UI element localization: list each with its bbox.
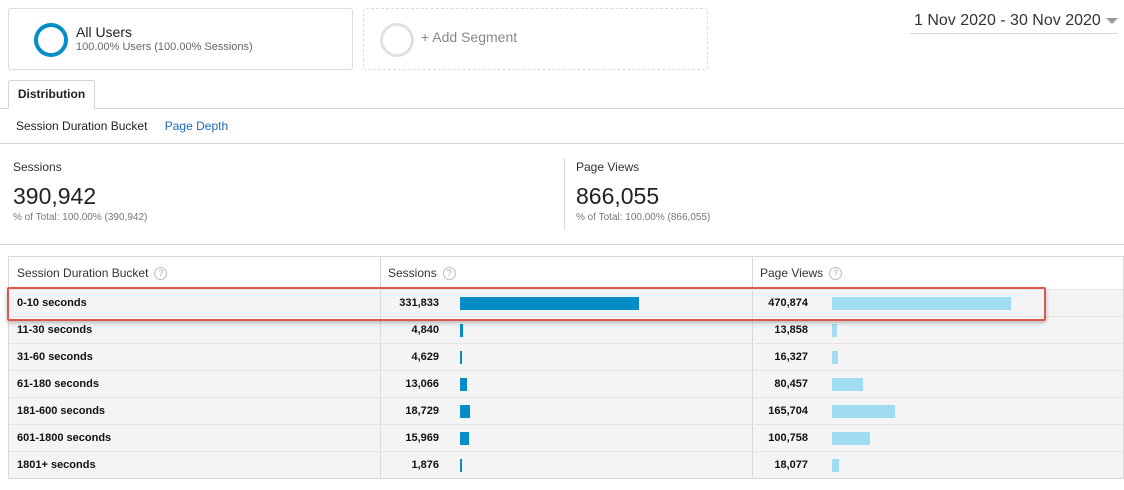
row-page-views-cell: 100,758 xyxy=(752,425,1124,451)
row-page-views-value: 13,858 xyxy=(774,324,808,336)
row-sessions-cell: 4,840 xyxy=(380,317,752,343)
row-page-views-cell: 80,457 xyxy=(752,371,1124,397)
header-page-views[interactable]: Page Views? xyxy=(752,257,1124,289)
empty-segment-ring-icon xyxy=(380,23,414,57)
row-bucket: 31-60 seconds xyxy=(17,351,93,363)
sessions-bar xyxy=(460,459,462,472)
row-page-views-value: 165,704 xyxy=(768,405,808,417)
row-bucket: 61-180 seconds xyxy=(17,378,99,390)
table-row: 601-1800 seconds 15,969 100,758 xyxy=(9,424,1123,451)
help-icon[interactable]: ? xyxy=(154,267,168,280)
help-icon[interactable]: ? xyxy=(442,267,456,280)
row-sessions-cell: 18,729 xyxy=(380,398,752,424)
add-segment-label: + Add Segment xyxy=(421,29,518,45)
row-bucket: 181-600 seconds xyxy=(17,405,106,417)
sessions-bar xyxy=(460,351,462,364)
sessions-bar xyxy=(460,324,463,337)
segment-ring-icon xyxy=(34,23,68,57)
row-bucket: 11-30 seconds xyxy=(17,324,93,336)
distribution-table: Session Duration Bucket? Sessions? Page … xyxy=(8,256,1124,479)
page-views-bar xyxy=(832,378,863,391)
row-page-views-cell: 16,327 xyxy=(752,344,1124,370)
row-sessions-value: 331,833 xyxy=(399,297,439,309)
row-sessions-value: 1,876 xyxy=(411,459,439,471)
sessions-bar xyxy=(460,432,469,445)
row-sessions-cell: 331,833 xyxy=(380,290,752,316)
row-page-views-cell: 18,077 xyxy=(752,452,1124,478)
table-body: 0-10 seconds 331,833 470,874 11-30 seconds 4… xyxy=(9,289,1123,478)
segment-subtitle: 100.00% Users (100.00% Sessions) xyxy=(76,41,253,53)
row-page-views-cell: 470,874 xyxy=(752,290,1124,316)
table-row: 0-10 seconds 331,833 470,874 xyxy=(9,289,1123,316)
sessions-bar xyxy=(460,405,470,418)
table-row: 11-30 seconds 4,840 13,858 xyxy=(9,316,1123,343)
subnav: Session Duration Bucket Page Depth xyxy=(16,119,228,133)
date-range-text: 1 Nov 2020 - 30 Nov 2020 xyxy=(914,12,1101,29)
row-sessions-cell: 1,876 xyxy=(380,452,752,478)
row-sessions-value: 13,066 xyxy=(405,378,439,390)
page-views-bar xyxy=(832,432,870,445)
sessions-bar xyxy=(460,378,467,391)
row-page-views-value: 18,077 xyxy=(774,459,808,471)
row-page-views-cell: 165,704 xyxy=(752,398,1124,424)
metric-page-views-label: Page Views xyxy=(576,160,640,174)
metric-sessions-label: Sessions xyxy=(13,160,62,174)
header-label: Page Views xyxy=(760,266,824,280)
metrics-divider xyxy=(0,244,1124,245)
subnav-divider xyxy=(0,143,1124,144)
row-page-views-value: 100,758 xyxy=(768,432,808,444)
help-icon[interactable]: ? xyxy=(829,267,843,280)
page-views-bar xyxy=(832,405,895,418)
row-bucket: 601-1800 seconds xyxy=(17,432,112,444)
row-sessions-value: 4,840 xyxy=(411,324,439,336)
header-session-duration-bucket[interactable]: Session Duration Bucket? xyxy=(9,257,380,289)
row-sessions-value: 15,969 xyxy=(405,432,439,444)
metric-page-views: Page Views 866,055 % of Total: 100.00% (… xyxy=(576,160,710,223)
header-label: Sessions xyxy=(388,266,437,280)
row-bucket: 0-10 seconds xyxy=(17,297,87,309)
page-views-bar xyxy=(832,459,839,472)
subnav-session-duration-bucket: Session Duration Bucket xyxy=(16,119,148,133)
table-row: 61-180 seconds 13,066 80,457 xyxy=(9,370,1123,397)
tab-strip-divider xyxy=(0,108,1124,109)
page-views-bar xyxy=(832,324,837,337)
row-sessions-cell: 13,066 xyxy=(380,371,752,397)
row-sessions-cell: 4,629 xyxy=(380,344,752,370)
row-bucket: 1801+ seconds xyxy=(17,459,96,471)
caret-down-icon xyxy=(1106,18,1118,24)
table-row: 181-600 seconds 18,729 165,704 xyxy=(9,397,1123,424)
segment-all-users[interactable]: All Users 100.00% Users (100.00% Session… xyxy=(8,8,353,70)
metric-sessions: Sessions 390,942 % of Total: 100.00% (39… xyxy=(13,160,147,223)
add-segment-button[interactable]: + Add Segment xyxy=(363,8,708,70)
row-page-views-value: 80,457 xyxy=(774,378,808,390)
date-range-picker[interactable]: 1 Nov 2020 - 30 Nov 2020 xyxy=(910,10,1118,34)
table-row: 31-60 seconds 4,629 16,327 xyxy=(9,343,1123,370)
segment-title: All Users xyxy=(76,24,133,40)
metric-divider xyxy=(564,158,565,230)
table-header-row: Session Duration Bucket? Sessions? Page … xyxy=(9,257,1123,289)
metric-page-views-value: 866,055 xyxy=(576,183,660,209)
table-row: 1801+ seconds 1,876 18,077 xyxy=(9,451,1123,478)
metric-sessions-value: 390,942 xyxy=(13,183,97,209)
row-sessions-cell: 15,969 xyxy=(380,425,752,451)
tab-distribution[interactable]: Distribution xyxy=(8,80,95,109)
header-label: Session Duration Bucket xyxy=(17,266,149,280)
header-sessions[interactable]: Sessions? xyxy=(380,257,752,289)
row-page-views-cell: 13,858 xyxy=(752,317,1124,343)
page-views-bar xyxy=(832,351,838,364)
row-page-views-value: 470,874 xyxy=(768,297,808,309)
page-views-bar xyxy=(832,297,1011,310)
sessions-bar xyxy=(460,297,639,310)
row-sessions-value: 4,629 xyxy=(411,351,439,363)
metric-sessions-pct: % of Total: 100.00% (390,942) xyxy=(13,212,148,223)
row-sessions-value: 18,729 xyxy=(405,405,439,417)
subnav-page-depth-link[interactable]: Page Depth xyxy=(164,119,229,133)
metric-page-views-pct: % of Total: 100.00% (866,055) xyxy=(576,212,711,223)
row-page-views-value: 16,327 xyxy=(774,351,808,363)
